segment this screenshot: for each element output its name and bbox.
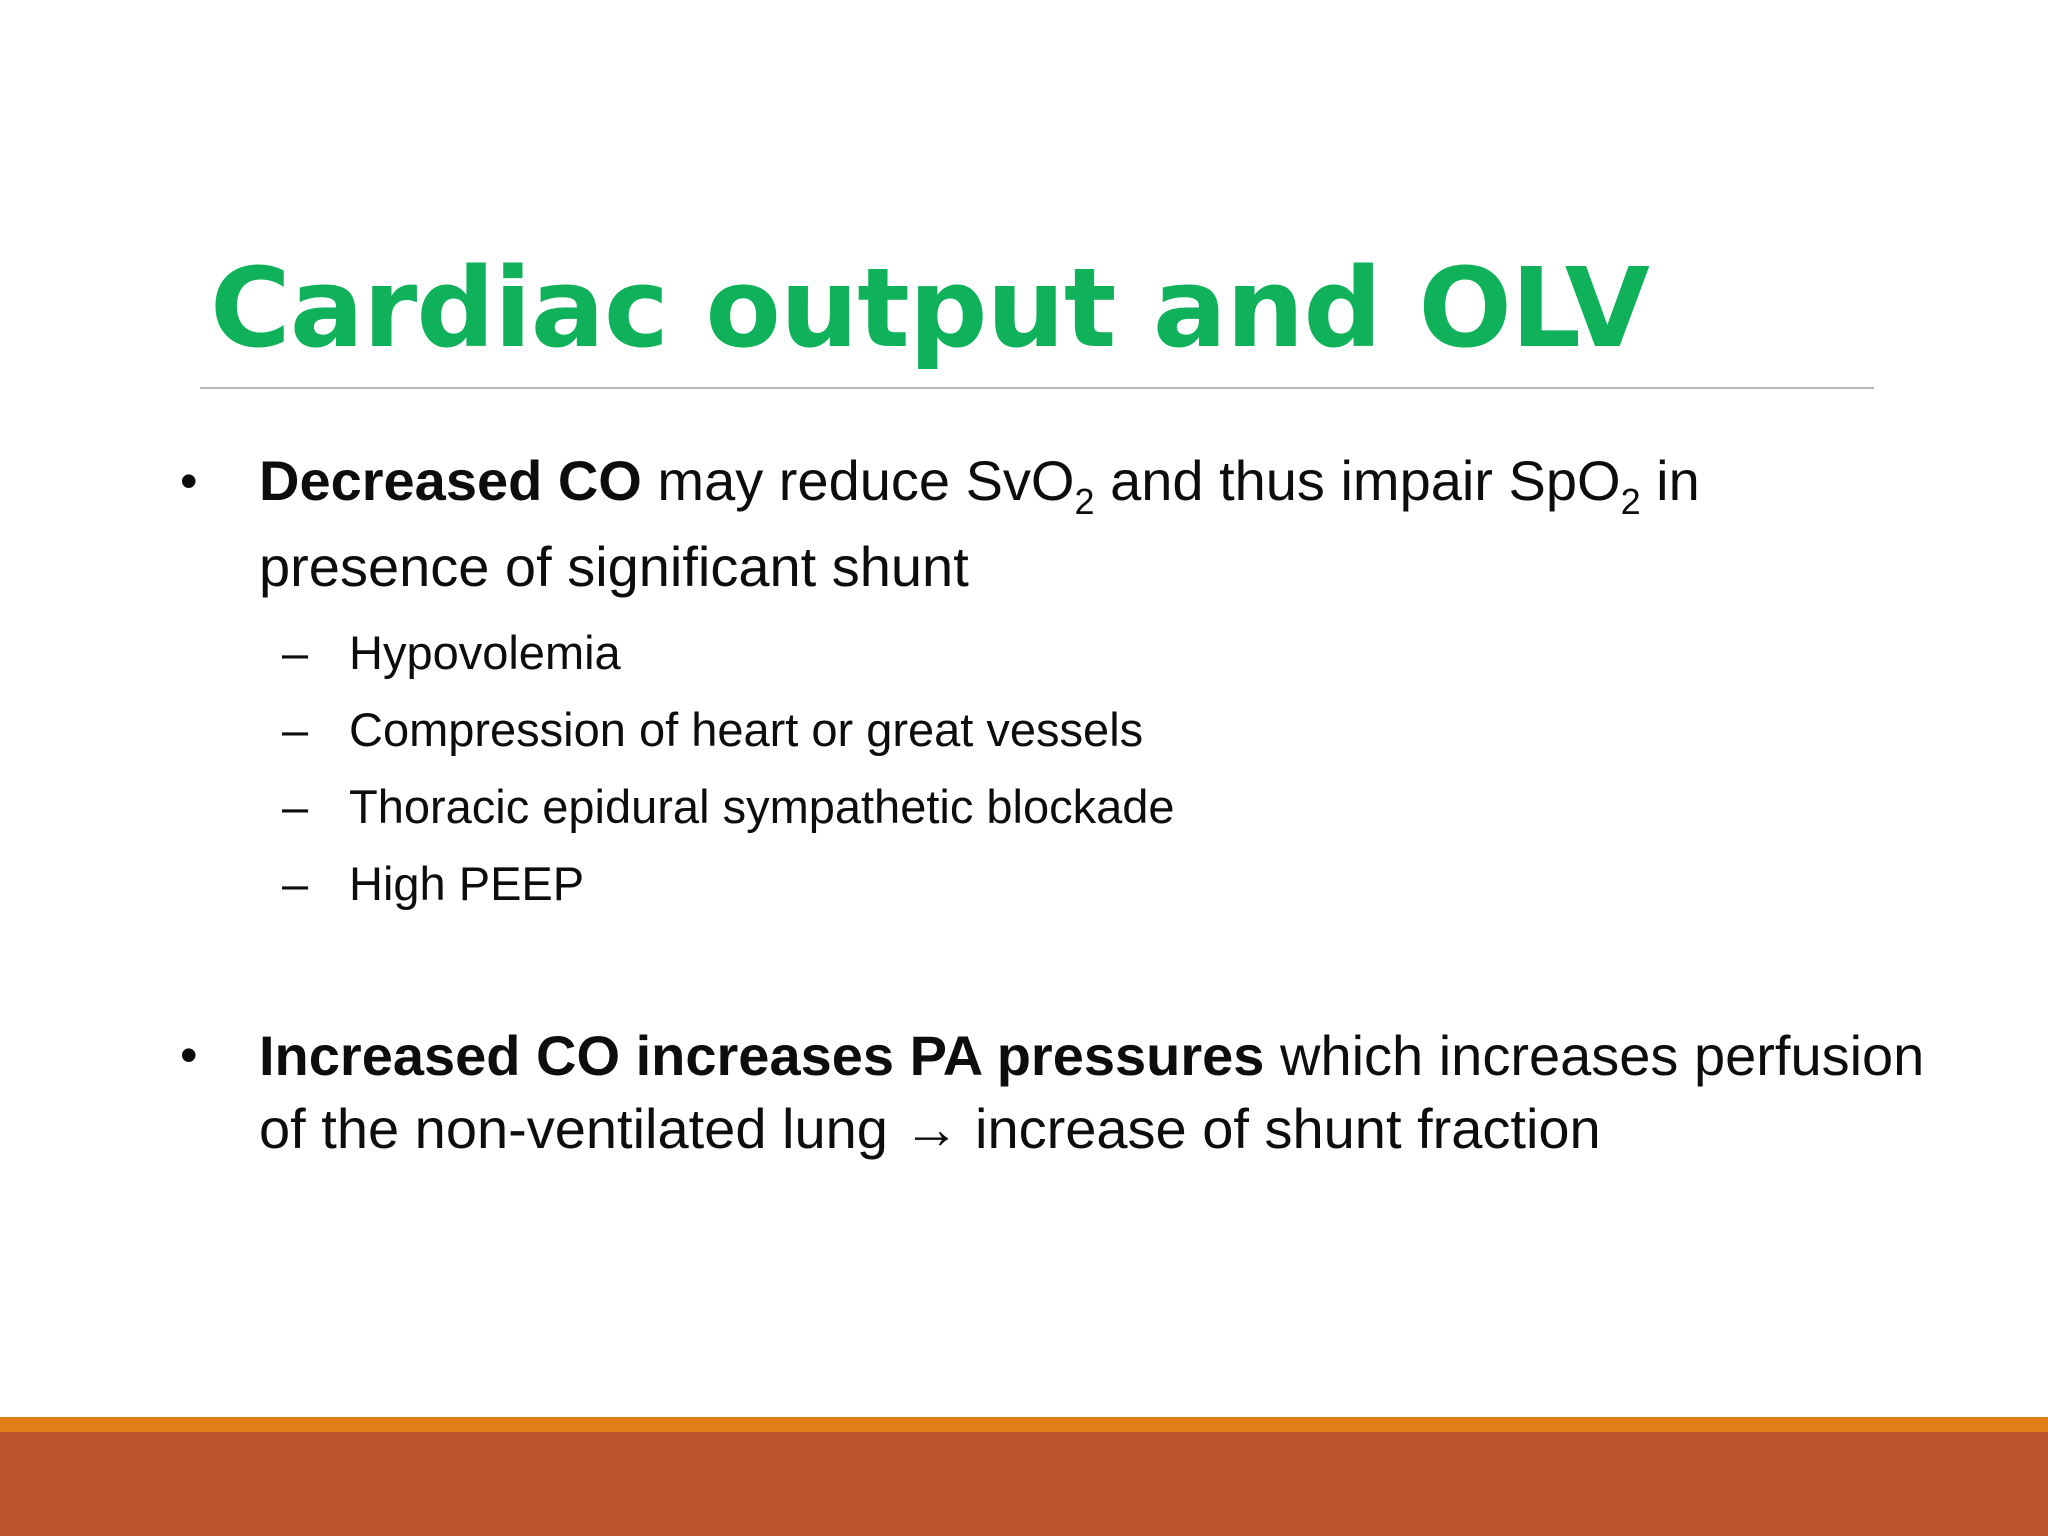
- bullet-dot: •: [180, 453, 198, 509]
- bullet-text-part: which increases perfusion of the non-ven…: [259, 1024, 1925, 1160]
- sub-bullet-text: High PEEP: [349, 857, 585, 910]
- sub-bullet-item: – Thoracic epidural sympathetic blockade: [282, 768, 1175, 845]
- sub-bullet-text: Compression of heart or great vessels: [349, 703, 1144, 756]
- bullet-text: Increased CO increases PA pressures whic…: [259, 1019, 1939, 1165]
- sub-bullet-text: Thoracic epidural sympathetic blockade: [349, 780, 1175, 833]
- sub-bullet-item: – High PEEP: [282, 845, 1175, 922]
- bullet-text-part: may reduce SvO: [641, 449, 1075, 512]
- bullet-text-part: in presence of significant shunt: [259, 449, 1700, 598]
- bullet-dot: •: [180, 1027, 198, 1083]
- subscript: 2: [1074, 481, 1095, 522]
- footer-bar: [0, 1432, 2048, 1536]
- sub-bullet-list: – Hypovolemia – Compression of heart or gr…: [282, 614, 1175, 922]
- dash-marker: –: [282, 857, 309, 910]
- bullet-bold-text: Increased CO increases PA pressures: [259, 1024, 1265, 1087]
- slide-title: Cardiac output and OLV: [210, 244, 1650, 372]
- sub-bullet-text: Hypovolemia: [349, 626, 621, 679]
- footer-accent-stripe: [0, 1417, 2048, 1432]
- dash-marker: –: [282, 780, 309, 833]
- dash-marker: –: [282, 703, 309, 756]
- title-divider: [200, 387, 1874, 389]
- bullet-bold-text: Decreased CO: [259, 449, 642, 512]
- sub-bullet-item: – Hypovolemia: [282, 614, 1175, 691]
- dash-marker: –: [282, 626, 309, 679]
- subscript: 2: [1620, 481, 1641, 522]
- bullet-text: Decreased CO may reduce SvO2 and thus im…: [259, 438, 1939, 610]
- bullet-text-part: and thus impair SpO: [1094, 449, 1621, 512]
- sub-bullet-item: – Compression of heart or great vessels: [282, 691, 1175, 768]
